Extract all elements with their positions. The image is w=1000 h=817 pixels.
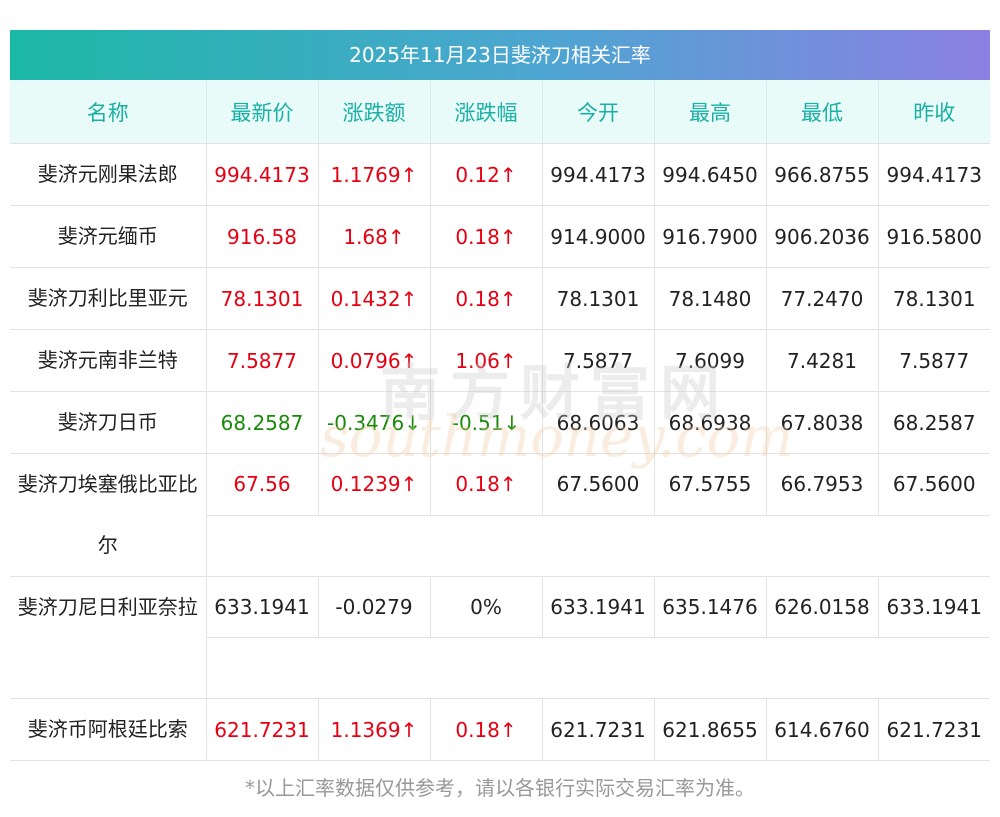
change-amount: 0.1239↑: [318, 453, 431, 515]
high-price: 67.5755: [654, 453, 767, 515]
header-high: 最高: [654, 80, 767, 144]
table-row: 斐济元南非兰特 7.5877 0.0796↑ 1.06↑ 7.5877 7.6099 7.4…: [10, 329, 990, 392]
change-amount: 1.1369↑: [318, 698, 431, 761]
prev-close: 67.5600: [878, 453, 990, 515]
low-price: 626.0158: [766, 576, 879, 638]
table-row: 斐济币阿根廷比索 621.7231 1.1369↑ 0.18↑ 621.7231 621.…: [10, 698, 990, 761]
low-price: 966.8755: [766, 143, 879, 206]
prev-close: 78.1301: [878, 267, 990, 330]
change-amount: 0.1432↑: [318, 267, 431, 330]
high-price: 621.8655: [654, 698, 767, 761]
table-row-continuation: [10, 637, 990, 699]
header-prev-close: 昨收: [878, 80, 990, 144]
prev-close: 633.1941: [878, 576, 990, 638]
latest-price: 994.4173: [206, 143, 319, 206]
table-row: 斐济元缅币 916.58 1.68↑ 0.18↑ 914.9000 916.7900 906…: [10, 205, 990, 268]
table-title: 2025年11月23日斐济刀相关汇率: [10, 30, 990, 80]
header-row: 名称 最新价 涨跌额 涨跌幅 今开 最高 最低 昨收: [10, 80, 990, 144]
header-low: 最低: [766, 80, 879, 144]
low-price: 614.6760: [766, 698, 879, 761]
header-change: 涨跌额: [318, 80, 431, 144]
table-row-continuation: [10, 514, 990, 577]
table-row: 斐济刀日币 68.2587 -0.3476↓ -0.51↓ 68.6063 68.6938…: [10, 391, 990, 454]
low-price: 7.4281: [766, 329, 879, 392]
prev-close: 7.5877: [878, 329, 990, 392]
high-price: 7.6099: [654, 329, 767, 392]
open-price: 633.1941: [542, 576, 655, 638]
open-price: 621.7231: [542, 698, 655, 761]
latest-price: 916.58: [206, 205, 319, 268]
empty-cell: [206, 637, 990, 699]
currency-pair-name: 斐济元缅币: [10, 205, 207, 268]
open-price: 994.4173: [542, 143, 655, 206]
latest-price: 67.56: [206, 453, 319, 515]
low-price: 77.2470: [766, 267, 879, 330]
currency-pair-name: 斐济刀利比里亚元: [10, 267, 207, 330]
low-price: 906.2036: [766, 205, 879, 268]
high-price: 994.6450: [654, 143, 767, 206]
footnote: *以上汇率数据仅供参考，请以各银行实际交易汇率为准。: [245, 776, 755, 800]
currency-pair-name: 斐济刀尼日利亚奈拉: [10, 576, 207, 699]
exchange-rate-table: 名称 最新价 涨跌额 涨跌幅 今开 最高 最低 昨收 斐济元刚果法郎 994.41…: [10, 80, 990, 761]
exchange-rate-panel: 2025年11月23日斐济刀相关汇率 名称 最新价 涨跌额 涨跌幅 今开 最高 …: [10, 30, 990, 761]
change-percent: 0.12↑: [430, 143, 543, 206]
table-row: 斐济元刚果法郎 994.4173 1.1769↑ 0.12↑ 994.4173 994.6…: [10, 143, 990, 206]
change-percent: -0.51↓: [430, 391, 543, 454]
header-name: 名称: [10, 80, 207, 144]
table-row: 斐济刀尼日利亚奈拉 633.1941 -0.0279 0% 633.1941 635.14…: [10, 576, 990, 699]
table-row: 斐济刀埃塞俄比亚比尔 67.56 0.1239↑ 0.18↑ 67.5600 67.575…: [10, 453, 990, 577]
open-price: 67.5600: [542, 453, 655, 515]
low-price: 67.8038: [766, 391, 879, 454]
change-percent: 1.06↑: [430, 329, 543, 392]
open-price: 914.9000: [542, 205, 655, 268]
prev-close: 68.2587: [878, 391, 990, 454]
change-amount: 1.68↑: [318, 205, 431, 268]
currency-pair-name: 斐济刀埃塞俄比亚比尔: [10, 453, 207, 577]
latest-price: 621.7231: [206, 698, 319, 761]
high-price: 916.7900: [654, 205, 767, 268]
prev-close: 621.7231: [878, 698, 990, 761]
change-percent: 0.18↑: [430, 453, 543, 515]
high-price: 68.6938: [654, 391, 767, 454]
high-price: 635.1476: [654, 576, 767, 638]
change-amount: -0.3476↓: [318, 391, 431, 454]
change-percent: 0.18↑: [430, 698, 543, 761]
open-price: 78.1301: [542, 267, 655, 330]
currency-pair-name: 斐济元刚果法郎: [10, 143, 207, 206]
empty-cell: [206, 514, 990, 577]
low-price: 66.7953: [766, 453, 879, 515]
change-amount: 1.1769↑: [318, 143, 431, 206]
latest-price: 633.1941: [206, 576, 319, 638]
prev-close: 994.4173: [878, 143, 990, 206]
open-price: 68.6063: [542, 391, 655, 454]
change-amount: 0.0796↑: [318, 329, 431, 392]
change-amount: -0.0279: [318, 576, 431, 638]
open-price: 7.5877: [542, 329, 655, 392]
change-percent: 0.18↑: [430, 205, 543, 268]
currency-pair-name: 斐济币阿根廷比索: [10, 698, 207, 761]
change-percent: 0.18↑: [430, 267, 543, 330]
latest-price: 78.1301: [206, 267, 319, 330]
currency-pair-name: 斐济刀日币: [10, 391, 207, 454]
header-open: 今开: [542, 80, 655, 144]
prev-close: 916.5800: [878, 205, 990, 268]
table-row: 斐济刀利比里亚元 78.1301 0.1432↑ 0.18↑ 78.1301 78.148…: [10, 267, 990, 330]
header-latest: 最新价: [206, 80, 319, 144]
header-change-pct: 涨跌幅: [430, 80, 543, 144]
currency-pair-name: 斐济元南非兰特: [10, 329, 207, 392]
latest-price: 7.5877: [206, 329, 319, 392]
high-price: 78.1480: [654, 267, 767, 330]
latest-price: 68.2587: [206, 391, 319, 454]
change-percent: 0%: [430, 576, 543, 638]
